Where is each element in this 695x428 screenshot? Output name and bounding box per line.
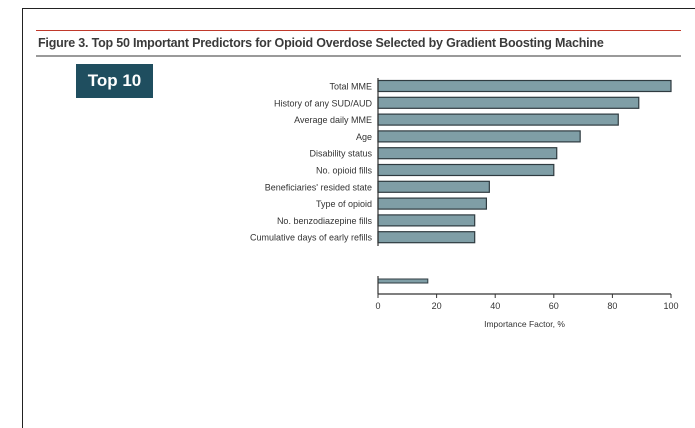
cut-off-bar: [377, 278, 429, 284]
document-frame: [22, 8, 695, 428]
top-red-rule: [36, 30, 681, 31]
x-tick-label: 80: [607, 301, 617, 311]
category-label: Total MME: [329, 82, 372, 92]
x-tick-label: 100: [663, 301, 678, 311]
x-tick-label: 0: [375, 301, 380, 311]
x-tick-label: 40: [490, 301, 500, 311]
title-underline: [36, 55, 681, 57]
bar: [377, 197, 488, 210]
x-tick-label: 20: [432, 301, 442, 311]
bar: [377, 113, 619, 126]
category-label: No. benzodiazepine fills: [277, 216, 373, 226]
bar: [377, 231, 476, 244]
category-label: Average daily MME: [294, 115, 372, 125]
x-tick-label: 60: [549, 301, 559, 311]
category-label: No. opioid fills: [316, 166, 373, 176]
figure-title: Figure 3. Top 50 Important Predictors fo…: [38, 36, 604, 50]
category-label: Type of opioid: [316, 199, 372, 209]
category-label: Age: [356, 132, 372, 142]
bar: [377, 79, 672, 93]
top-10-badge: Top 10: [76, 64, 153, 98]
importance-bar-chart: Total MME History of any SUD/AUD Average d…: [250, 78, 679, 329]
bar: [377, 130, 581, 143]
category-label: Beneficiaries' resided state: [265, 182, 372, 192]
x-axis-title: Importance Factor, %: [484, 319, 565, 329]
bar: [377, 163, 555, 177]
bar: [377, 96, 640, 109]
bar: [377, 147, 558, 160]
category-label: Disability status: [309, 149, 372, 159]
bar: [377, 180, 490, 193]
category-label: History of any SUD/AUD: [274, 98, 373, 108]
category-label: Cumulative days of early refills: [250, 233, 373, 243]
bar: [377, 214, 476, 227]
